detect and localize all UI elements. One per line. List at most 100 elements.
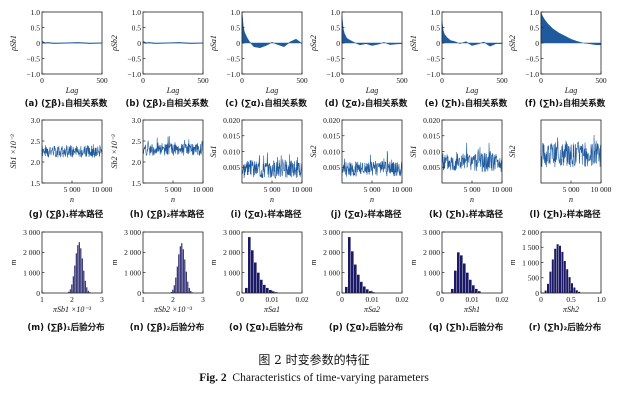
- x-tick-label: 500: [96, 76, 108, 85]
- histogram-bar: [179, 246, 181, 293]
- acf-area: [241, 11, 303, 48]
- histogram-bar: [251, 250, 254, 293]
- y-axis-label: Sa2: [309, 146, 318, 158]
- y-axis-label: ρSb1: [9, 35, 18, 52]
- y-tick-label: 0: [236, 39, 240, 48]
- x-tick-label: 0.5: [566, 295, 576, 304]
- y-tick-label: 1.0: [231, 8, 241, 17]
- chart-panel-d: −1.0 −0.5 0 0.5 1.0 0 500 Lag ρSa2 (d) (∑α)₂自相关系数: [309, 8, 408, 109]
- plot-frame: [142, 231, 204, 294]
- x-tick-label: 500: [595, 76, 607, 85]
- x-axis-label: n: [171, 195, 175, 204]
- x-tick-label: 500: [296, 76, 308, 85]
- histogram-bar: [77, 245, 79, 293]
- histogram-bar: [272, 291, 275, 293]
- y-tick-label: 0.020: [323, 116, 340, 125]
- histogram-bar: [254, 262, 257, 293]
- panel-subtitle: (n) (∑β)₂后验分布: [130, 322, 205, 333]
- x-tick-label: 10 000: [92, 185, 113, 194]
- x-tick-label: 10 000: [492, 185, 513, 194]
- chart-panel-n: 0 1 000 2 000 3 000 1 2 3 πSb2 ×10⁻³ m (n) (∑β)₂后…: [110, 228, 205, 333]
- x-axis-label: πSb2 ×10⁻³: [154, 305, 193, 314]
- chart-panel-f: −1.0 −0.5 0 0.5 1.0 0 500 Lag ρSh2 (f) (∑h)₂自相关系数: [508, 8, 607, 109]
- sample-path-line: [241, 152, 303, 179]
- histogram-bar: [182, 249, 184, 293]
- series-line: [41, 40, 103, 44]
- histogram-bar: [463, 263, 466, 293]
- histogram-bar: [178, 254, 180, 293]
- panel-subtitle: (m) (∑β)₁后验分布: [27, 322, 105, 333]
- y-axis-label: ρSa1: [209, 35, 218, 52]
- histogram-bar: [181, 243, 183, 293]
- histogram-bar: [454, 270, 457, 293]
- x-tick-label: 0.02: [395, 295, 408, 304]
- x-tick-label: 0: [240, 76, 244, 85]
- histogram-bar: [357, 274, 360, 293]
- x-axis-label: πSa2: [364, 305, 380, 314]
- histogram-bar: [68, 291, 70, 293]
- x-tick-label: 1.0: [596, 295, 606, 304]
- chart-panel-h: 1.5 2.0 2.5 3.0 5 000 10 000 n Sb2 ×10⁻³ (h) (∑β…: [110, 116, 214, 220]
- histogram-bar: [84, 280, 86, 293]
- y-tick-label: 0.5: [31, 23, 41, 32]
- y-tick-label: 2.0: [132, 158, 142, 167]
- chart-panel-q: 0 1 000 2 000 3 000 0 0.01 0.02 πSh1 m (q) (∑h)₁后…: [409, 228, 509, 333]
- y-tick-label: 3 000: [323, 228, 340, 237]
- y-tick-label: 0: [36, 39, 40, 48]
- y-axis-label: Sb1 ×10⁻³: [9, 134, 18, 169]
- y-tick-label: 0.015: [423, 132, 440, 141]
- histogram-bar: [351, 251, 354, 293]
- x-axis-label: Lag: [65, 86, 78, 95]
- histogram-bar: [566, 269, 569, 293]
- y-axis-label: ρSh2: [508, 35, 517, 52]
- x-axis-label: πSh1: [464, 305, 480, 314]
- y-tick-label: 2.5: [31, 137, 41, 146]
- x-tick-label: 2: [171, 295, 175, 304]
- y-tick-label: 1 000: [223, 268, 240, 277]
- histogram-bar: [72, 276, 74, 293]
- histogram-bar: [86, 287, 88, 293]
- histogram-bar: [266, 287, 269, 293]
- y-axis-label: Sb2 ×10⁻³: [110, 134, 119, 169]
- acf-area: [341, 16, 403, 46]
- histogram-bar: [170, 291, 172, 293]
- y-axis-label: m: [409, 259, 418, 265]
- histogram-bar: [185, 271, 187, 293]
- y-tick-label: 1 000: [522, 258, 539, 267]
- y-tick-label: −1.0: [26, 70, 40, 79]
- x-tick-label: 0.02: [495, 295, 508, 304]
- y-axis-label: Sh2: [508, 146, 517, 158]
- histogram-bar: [345, 286, 348, 293]
- y-axis-label: m: [508, 259, 517, 265]
- x-axis-label: Lag: [465, 86, 478, 95]
- chart-panel-b: −1.0 −0.5 0 0.5 1.0 0 500 Lag ρSb2 (b) (∑β)₂自相关系数: [110, 8, 209, 109]
- y-tick-label: 2 000: [522, 228, 539, 237]
- panel-subtitle: (k) (∑h)₁样本路径: [429, 209, 504, 220]
- histogram-bar: [369, 291, 372, 293]
- x-tick-label: 0: [141, 76, 145, 85]
- y-tick-label: 0: [236, 289, 240, 298]
- x-tick-label: 10 000: [591, 185, 612, 194]
- histogram-bar: [469, 279, 472, 293]
- x-tick-label: 0.01: [465, 295, 478, 304]
- y-tick-label: −0.5: [525, 54, 539, 63]
- y-axis-label: Sa1: [209, 146, 218, 158]
- y-tick-label: −1.0: [426, 70, 440, 79]
- y-tick-label: 1 000: [124, 268, 141, 277]
- x-tick-label: 0: [40, 76, 44, 85]
- x-tick-label: 500: [396, 76, 408, 85]
- figure-caption-english: Fig. 2 Characteristics of time-varying p…: [0, 372, 628, 384]
- panel-subtitle: (o) (∑α)₁后验分布: [229, 322, 304, 333]
- histogram-bar: [478, 291, 481, 293]
- sample-path-line: [441, 142, 503, 172]
- histogram-bar: [89, 292, 91, 293]
- y-axis-label: Sh1: [409, 146, 418, 158]
- y-tick-label: 0: [36, 289, 40, 298]
- histogram-bar: [348, 237, 351, 293]
- histogram-bar: [83, 270, 85, 293]
- histogram-bar: [74, 265, 76, 293]
- histogram-bar: [173, 285, 175, 293]
- sample-path-line: [540, 135, 602, 168]
- y-tick-label: 0.020: [223, 116, 240, 125]
